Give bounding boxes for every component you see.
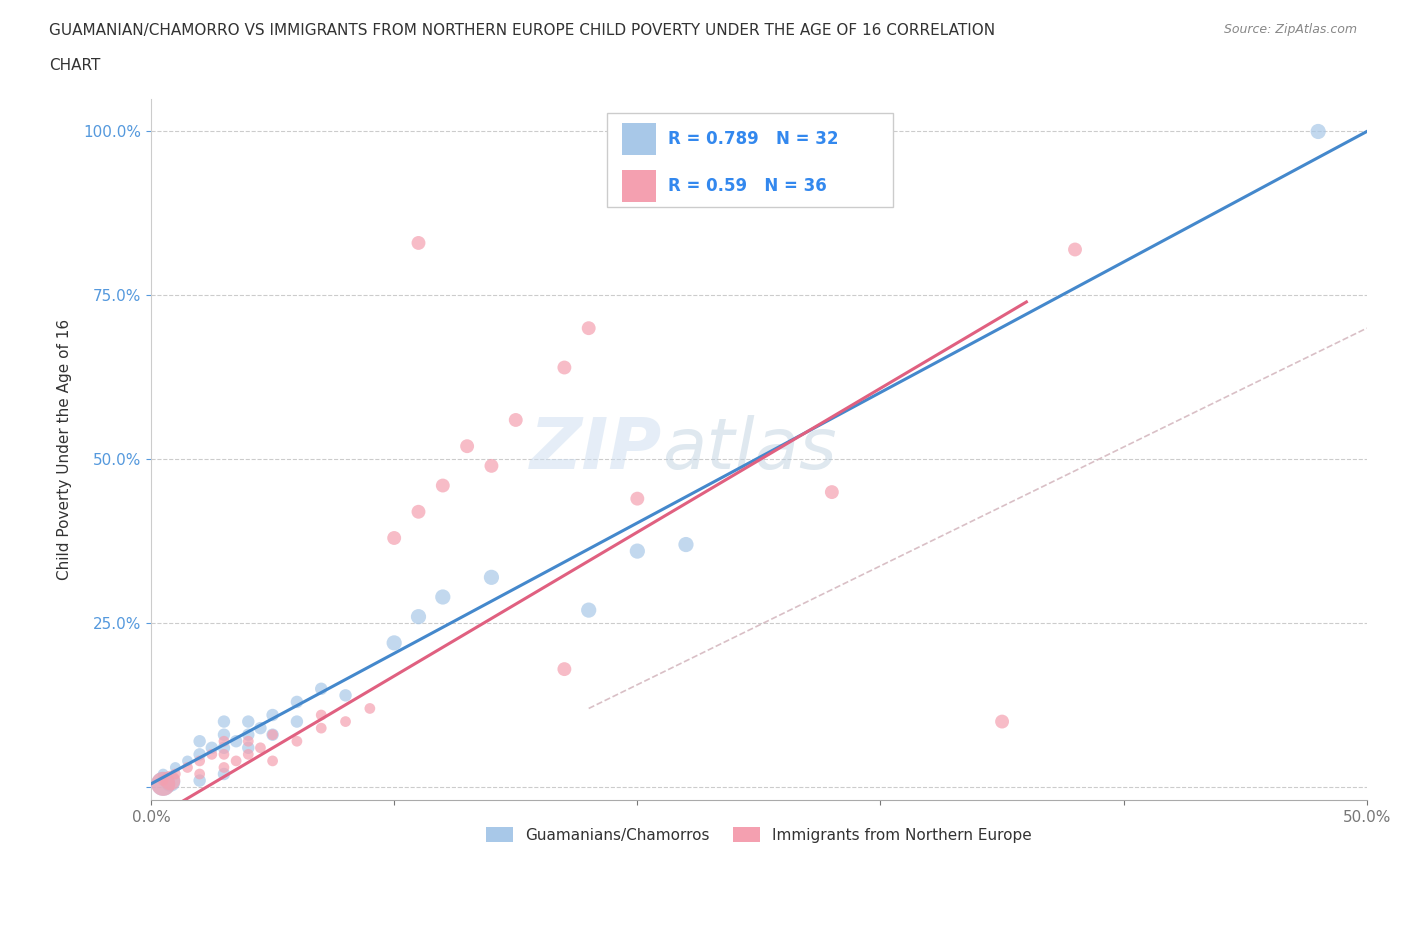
Point bbox=[309, 682, 332, 697]
Point bbox=[432, 478, 454, 493]
Point bbox=[991, 714, 1014, 729]
Text: atlas: atlas bbox=[662, 415, 837, 484]
Point bbox=[262, 727, 284, 742]
Point bbox=[238, 740, 260, 755]
Point bbox=[188, 747, 211, 762]
Point bbox=[408, 504, 430, 519]
Point bbox=[188, 734, 211, 749]
Point bbox=[201, 747, 224, 762]
Point bbox=[456, 439, 478, 454]
Point bbox=[675, 538, 697, 552]
Point bbox=[238, 747, 260, 762]
Point bbox=[578, 603, 600, 618]
Point bbox=[408, 235, 430, 250]
Point bbox=[335, 714, 357, 729]
Text: CHART: CHART bbox=[49, 58, 101, 73]
Point bbox=[238, 714, 260, 729]
Point bbox=[238, 734, 260, 749]
Text: GUAMANIAN/CHAMORRO VS IMMIGRANTS FROM NORTHERN EUROPE CHILD POVERTY UNDER THE AG: GUAMANIAN/CHAMORRO VS IMMIGRANTS FROM NO… bbox=[49, 23, 995, 38]
Point bbox=[432, 590, 454, 604]
Point bbox=[152, 766, 174, 781]
Point bbox=[309, 708, 332, 723]
Point bbox=[262, 708, 284, 723]
Point bbox=[335, 688, 357, 703]
Point bbox=[225, 734, 247, 749]
FancyBboxPatch shape bbox=[607, 113, 893, 207]
Point bbox=[821, 485, 844, 499]
Point bbox=[382, 530, 405, 545]
Point bbox=[249, 721, 271, 736]
Point bbox=[165, 760, 187, 775]
Point bbox=[238, 727, 260, 742]
Point bbox=[152, 777, 174, 791]
Text: ZIP: ZIP bbox=[530, 415, 662, 484]
Point bbox=[481, 458, 503, 473]
Point bbox=[578, 321, 600, 336]
Point bbox=[262, 753, 284, 768]
Point bbox=[1064, 242, 1087, 257]
Point bbox=[212, 766, 235, 781]
Point bbox=[201, 740, 224, 755]
Point bbox=[626, 544, 648, 559]
Point bbox=[212, 734, 235, 749]
Point bbox=[152, 773, 174, 788]
Point bbox=[553, 661, 575, 676]
Text: Source: ZipAtlas.com: Source: ZipAtlas.com bbox=[1223, 23, 1357, 36]
Point bbox=[152, 777, 174, 791]
Point bbox=[212, 727, 235, 742]
Text: R = 0.59   N = 36: R = 0.59 N = 36 bbox=[668, 177, 827, 195]
Point bbox=[359, 701, 381, 716]
Bar bbox=[621, 123, 655, 154]
Y-axis label: Child Poverty Under the Age of 16: Child Poverty Under the Age of 16 bbox=[58, 319, 72, 580]
Point bbox=[165, 766, 187, 781]
Point bbox=[212, 747, 235, 762]
Point bbox=[1308, 124, 1330, 139]
Bar bbox=[621, 170, 655, 202]
Point bbox=[212, 740, 235, 755]
Point bbox=[309, 721, 332, 736]
Point bbox=[188, 753, 211, 768]
Point bbox=[626, 491, 648, 506]
Point bbox=[285, 714, 308, 729]
Point bbox=[188, 773, 211, 788]
Point bbox=[159, 775, 181, 790]
Point bbox=[505, 413, 527, 428]
Legend: Guamanians/Chamorros, Immigrants from Northern Europe: Guamanians/Chamorros, Immigrants from No… bbox=[479, 820, 1038, 849]
Point bbox=[285, 695, 308, 710]
Point bbox=[212, 714, 235, 729]
Point bbox=[262, 727, 284, 742]
Point bbox=[188, 766, 211, 781]
Point bbox=[249, 740, 271, 755]
Point bbox=[176, 753, 198, 768]
Point bbox=[225, 753, 247, 768]
Point bbox=[408, 609, 430, 624]
Point bbox=[481, 570, 503, 585]
Point bbox=[212, 760, 235, 775]
Point bbox=[285, 734, 308, 749]
Point bbox=[176, 760, 198, 775]
Text: R = 0.789   N = 32: R = 0.789 N = 32 bbox=[668, 130, 838, 148]
Point bbox=[553, 360, 575, 375]
Point bbox=[159, 773, 181, 788]
Point bbox=[382, 635, 405, 650]
